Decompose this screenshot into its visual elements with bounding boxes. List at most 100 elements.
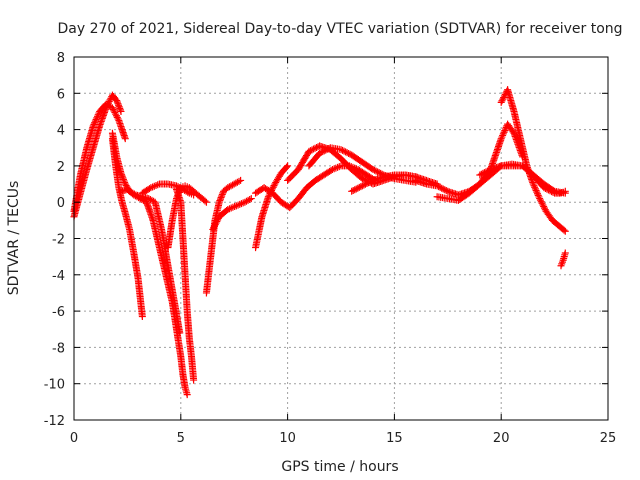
data-point (246, 195, 254, 203)
data-point (109, 105, 117, 113)
data-point (334, 163, 342, 171)
x-tick-label: 20 (493, 431, 510, 446)
data-point (308, 146, 316, 154)
data-point (105, 97, 113, 105)
data-points-layer (70, 86, 569, 399)
data-point (499, 130, 507, 138)
data-point (561, 249, 569, 257)
data-point (485, 166, 493, 174)
data-point (560, 226, 568, 234)
chart-title: Day 270 of 2021, Sidereal Day-to-day VTE… (57, 21, 622, 37)
data-point (499, 131, 507, 139)
data-point (119, 174, 127, 182)
data-point (439, 185, 447, 193)
data-point (361, 180, 369, 188)
data-point (94, 111, 102, 119)
data-point (239, 199, 247, 207)
data-point (264, 193, 272, 201)
data-point (91, 117, 99, 125)
data-point (232, 202, 240, 210)
data-point (358, 182, 366, 190)
data-point (501, 127, 509, 135)
data-point (209, 225, 217, 233)
data-point (213, 217, 221, 225)
y-tick-label: 0 (57, 196, 65, 211)
data-point (540, 203, 548, 211)
data-point (539, 201, 547, 209)
data-point (121, 135, 129, 143)
data-point (497, 98, 505, 106)
y-tick-label: -10 (44, 378, 65, 393)
data-point (320, 147, 328, 155)
data-point (218, 190, 226, 198)
data-point (174, 191, 182, 199)
data-point (349, 187, 357, 195)
data-point (433, 182, 441, 190)
data-point (306, 147, 314, 155)
data-point (175, 188, 183, 196)
series-track-10 (209, 195, 255, 233)
data-point (531, 183, 539, 191)
data-point (113, 98, 121, 106)
data-point (500, 94, 508, 102)
data-point (330, 165, 338, 173)
data-point (371, 166, 379, 174)
data-point (112, 112, 120, 120)
data-point (357, 183, 365, 191)
data-point (536, 195, 544, 203)
data-point (358, 175, 366, 183)
data-point (345, 149, 353, 157)
data-point (476, 171, 484, 179)
data-point (435, 183, 443, 191)
data-point (322, 146, 330, 154)
data-point (337, 146, 345, 154)
y-tick-label: -2 (52, 233, 65, 248)
data-point (269, 183, 277, 191)
data-point (311, 144, 319, 152)
data-point (479, 169, 487, 177)
data-point (218, 192, 226, 200)
data-point (173, 195, 181, 203)
data-point (540, 204, 548, 212)
data-point (216, 195, 224, 203)
data-point (313, 143, 321, 151)
data-point (498, 133, 506, 141)
x-tick-label: 25 (600, 431, 617, 446)
x-tick-label: 0 (70, 431, 78, 446)
series-track-21 (557, 249, 569, 270)
data-point (217, 194, 225, 202)
data-point (561, 189, 569, 197)
data-point (224, 205, 232, 213)
data-point (442, 187, 450, 195)
data-point (237, 200, 245, 208)
data-point (202, 198, 210, 206)
data-point (532, 187, 540, 195)
y-axis-label: SDTVAR / TECUs (6, 181, 22, 296)
data-point (500, 128, 508, 136)
data-point (354, 184, 362, 192)
data-point (561, 227, 569, 235)
data-point (174, 190, 182, 198)
data-point (368, 177, 376, 185)
data-point (117, 169, 125, 177)
data-point (113, 97, 121, 105)
x-tick-label: 10 (279, 431, 296, 446)
data-point (110, 107, 118, 115)
data-point (114, 100, 122, 108)
data-point (215, 198, 223, 206)
data-point (216, 197, 224, 205)
data-point (176, 187, 184, 195)
data-point (372, 167, 380, 175)
data-point (91, 119, 99, 127)
data-point (369, 166, 377, 174)
data-point (483, 167, 491, 175)
data-point (229, 203, 237, 211)
data-point (103, 102, 111, 110)
data-point (227, 204, 235, 212)
data-point (115, 101, 123, 109)
series-track-05 (117, 185, 191, 399)
data-point (477, 170, 485, 178)
data-point (104, 101, 112, 109)
data-point (145, 185, 153, 193)
